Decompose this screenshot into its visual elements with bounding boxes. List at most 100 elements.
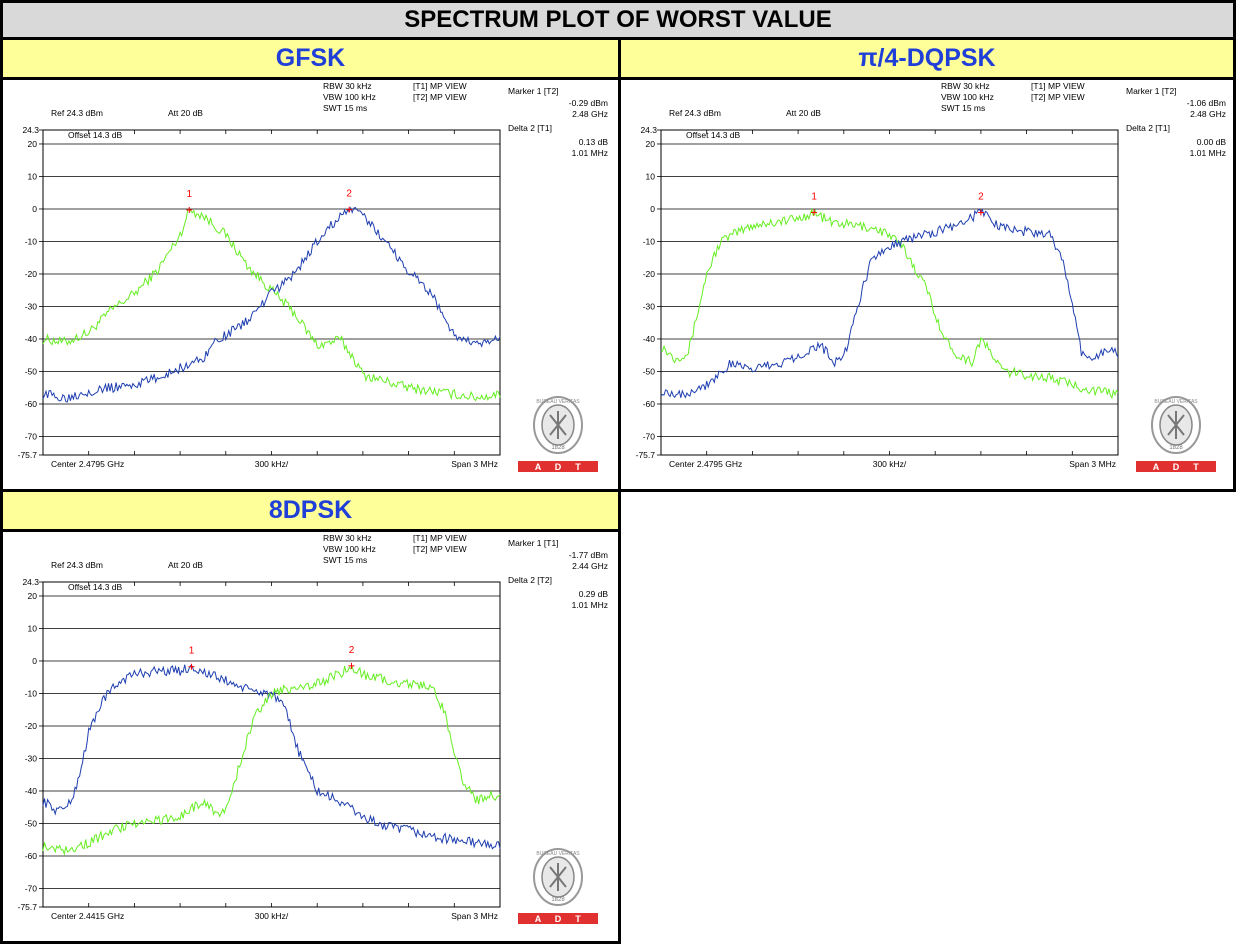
y-tick-label: -10 xyxy=(25,236,38,246)
x-label-right: Span 3 MHz xyxy=(451,911,498,921)
panel-title: 8DPSK xyxy=(3,492,618,532)
adt-letter: D xyxy=(555,462,562,472)
delta-label: Delta 2 [T1] xyxy=(508,123,552,133)
delta-freq: 1.01 MHz xyxy=(572,600,608,610)
y-tick-label: -75.7 xyxy=(18,902,38,912)
bureau-veritas-logo: 1828 BUREAU VERITAS xyxy=(533,848,583,906)
trace-t1 xyxy=(42,664,501,850)
x-label-left: Center 2.4795 GHz xyxy=(51,459,124,469)
y-tick-label: -10 xyxy=(643,236,656,246)
logo-year: 1828 xyxy=(1169,445,1183,451)
y-tick-label: -70 xyxy=(643,431,656,441)
delta-freq: 1.01 MHz xyxy=(1190,148,1226,158)
marker-label-1: 1 xyxy=(189,646,195,657)
marker-freq: 2.48 GHz xyxy=(1190,109,1226,119)
y-tick-label: 24.3 xyxy=(22,125,39,135)
y-tick-label: -50 xyxy=(643,366,656,376)
trace-t2 xyxy=(660,208,1119,399)
delta-value: 0.00 dB xyxy=(1197,137,1227,147)
y-tick-label: 0 xyxy=(650,204,655,214)
adt-letter: A xyxy=(535,914,542,924)
y-tick-label: -75.7 xyxy=(636,450,656,460)
adt-letter: T xyxy=(575,462,581,472)
setting-swt: SWT 15 ms xyxy=(323,555,367,565)
setting-att: Att 20 dB xyxy=(168,108,203,118)
logo-emblem-icon xyxy=(549,863,567,891)
y-tick-label: -30 xyxy=(25,301,38,311)
setting-swt: SWT 15 ms xyxy=(941,103,985,113)
adt-bar xyxy=(518,461,598,472)
setting-offset: Offset 14.3 dB xyxy=(68,582,123,592)
y-tick-label: 20 xyxy=(28,139,38,149)
logo-brand: BUREAU VERITAS xyxy=(1154,399,1198,405)
adt-letter: D xyxy=(1173,462,1180,472)
adt-bar xyxy=(1136,461,1216,472)
setting-vbw: VBW 100 kHz xyxy=(941,92,994,102)
y-tick-label: -40 xyxy=(643,334,656,344)
panel-8dpsk: 8DPSK RBW 30 kHz VBW 100 kHz SWT 15 ms [T1]… xyxy=(0,489,621,944)
y-tick-label: 10 xyxy=(28,171,38,181)
setting-rbw: RBW 30 kHz xyxy=(323,81,372,91)
trace-t2 xyxy=(42,665,501,857)
setting-t2: [T2] MP VIEW xyxy=(413,92,467,102)
x-label-mid: 300 kHz/ xyxy=(873,459,907,469)
plot-frame xyxy=(42,581,501,908)
logo-emblem-icon xyxy=(1167,411,1185,439)
y-tick-label: -20 xyxy=(25,721,38,731)
marker-label: Marker 1 [T2] xyxy=(1126,86,1177,96)
setting-vbw: VBW 100 kHz xyxy=(323,544,376,554)
y-tick-label: 24.3 xyxy=(22,577,39,587)
panel-pi4-dqpsk: π/4-DQPSK RBW 30 kHz VBW 100 kHz SWT 15 ms… xyxy=(618,37,1236,492)
marker-value: -1.77 dBm xyxy=(569,550,608,560)
logo-emblem-icon xyxy=(549,411,567,439)
setting-t1: [T1] MP VIEW xyxy=(413,533,467,543)
logo-brand: BUREAU VERITAS xyxy=(536,399,580,405)
setting-t1: [T1] MP VIEW xyxy=(1031,81,1085,91)
logo-brand: BUREAU VERITAS xyxy=(536,851,580,857)
adt-bar xyxy=(518,913,598,924)
y-tick-label: -60 xyxy=(25,851,38,861)
y-tick-label: -70 xyxy=(25,883,38,893)
trace-t1 xyxy=(42,209,501,402)
x-label-left: Center 2.4795 GHz xyxy=(669,459,742,469)
setting-offset: Offset 14.3 dB xyxy=(686,130,741,140)
y-tick-label: 20 xyxy=(28,591,38,601)
delta-label: Delta 2 [T2] xyxy=(508,575,552,585)
marker-label-2: 2 xyxy=(349,645,355,656)
x-label-right: Span 3 MHz xyxy=(1069,459,1116,469)
delta-value: 0.29 dB xyxy=(579,589,609,599)
marker-label-2: 2 xyxy=(978,192,984,203)
y-tick-label: 0 xyxy=(32,656,37,666)
y-tick-label: 20 xyxy=(646,139,656,149)
marker-value: -1.06 dBm xyxy=(1187,98,1226,108)
x-label-left: Center 2.4415 GHz xyxy=(51,911,124,921)
y-tick-label: -10 xyxy=(25,688,38,698)
marker-label-1: 1 xyxy=(811,191,817,202)
delta-label: Delta 2 [T1] xyxy=(1126,123,1170,133)
y-tick-label: 10 xyxy=(646,171,656,181)
y-tick-label: -30 xyxy=(25,753,38,763)
setting-att: Att 20 dB xyxy=(786,108,821,118)
logo-year: 1828 xyxy=(551,445,565,451)
adt-letter: T xyxy=(1193,462,1199,472)
adt-letter: D xyxy=(555,914,562,924)
setting-ref: Ref 24.3 dBm xyxy=(51,560,103,570)
marker-label-2: 2 xyxy=(346,189,352,200)
setting-ref: Ref 24.3 dBm xyxy=(51,108,103,118)
trace-t2 xyxy=(42,206,501,403)
adt-letter: A xyxy=(535,462,542,472)
y-tick-label: 0 xyxy=(32,204,37,214)
y-tick-label: 10 xyxy=(28,623,38,633)
x-label-mid: 300 kHz/ xyxy=(255,459,289,469)
x-label-mid: 300 kHz/ xyxy=(255,911,289,921)
marker-label: Marker 1 [T2] xyxy=(508,86,559,96)
y-tick-label: -75.7 xyxy=(18,450,38,460)
marker-freq: 2.44 GHz xyxy=(572,561,608,571)
bureau-veritas-logo: 1828 BUREAU VERITAS xyxy=(533,396,583,454)
setting-swt: SWT 15 ms xyxy=(323,103,367,113)
trace-t1 xyxy=(660,207,1119,400)
marker-label-1: 1 xyxy=(186,189,192,200)
setting-rbw: RBW 30 kHz xyxy=(323,533,372,543)
